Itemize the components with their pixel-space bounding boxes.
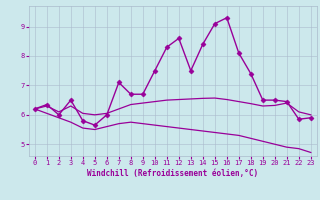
X-axis label: Windchill (Refroidissement éolien,°C): Windchill (Refroidissement éolien,°C) — [87, 169, 258, 178]
